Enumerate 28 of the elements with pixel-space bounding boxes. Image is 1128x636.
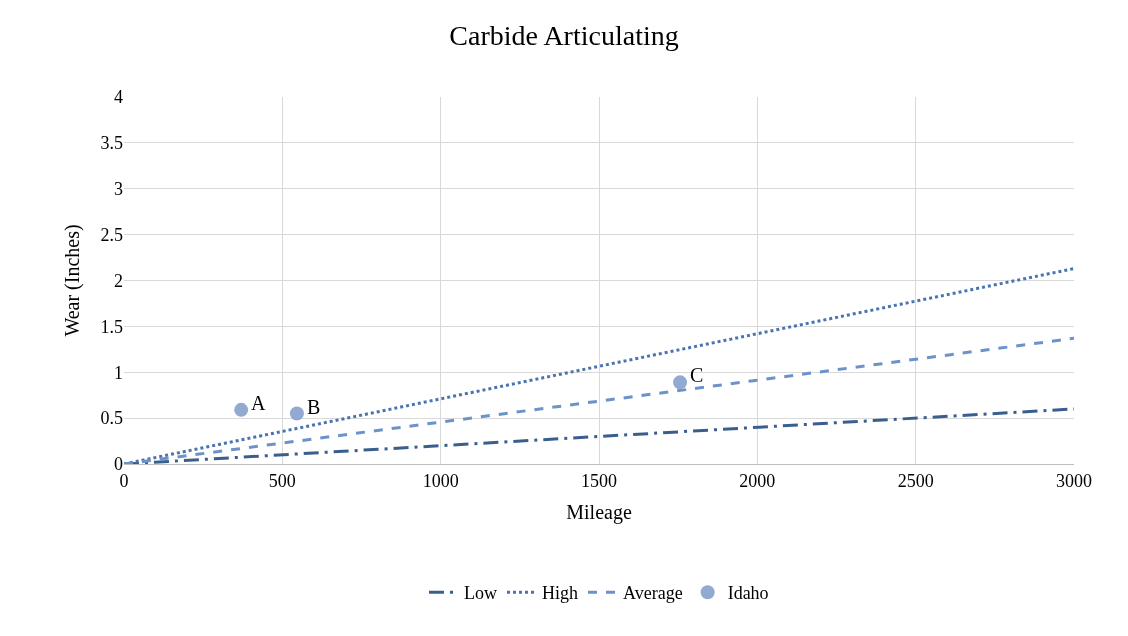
y-tick-label: 4 — [114, 87, 123, 108]
y-tick-label: 3.5 — [100, 133, 123, 154]
y-tick-label: 1 — [114, 362, 123, 383]
point — [673, 375, 688, 390]
y-tick-label: 2 — [114, 270, 123, 291]
x-tick-label: 1500 — [581, 470, 617, 491]
legend-label: Low — [464, 583, 497, 604]
x-tick-label: 1000 — [422, 470, 459, 491]
y-tick-label: 2.5 — [100, 224, 123, 245]
x-tick-label: 2500 — [897, 470, 934, 491]
legend-label: Average — [623, 583, 683, 604]
annotation: B — [307, 396, 321, 418]
x-tick-label: 3000 — [1056, 470, 1092, 491]
x-tick-label: 2000 — [739, 470, 776, 491]
y-tick-label: 1.5 — [100, 316, 123, 337]
point — [234, 402, 249, 417]
y-tick-label: 3 — [114, 179, 123, 200]
annotation: C — [690, 364, 704, 386]
x-tick-label: 500 — [268, 470, 296, 491]
legend-label: Idaho — [727, 583, 769, 604]
annotation: A — [251, 392, 266, 414]
x-axis-title: Mileage — [566, 501, 632, 525]
y-tick-label: 0 — [114, 454, 123, 475]
point — [289, 406, 304, 421]
chart-title: Carbide Articulating — [449, 20, 679, 52]
y-tick-label: 0.5 — [100, 408, 123, 429]
y-axis-title: Wear (Inches) — [61, 224, 84, 337]
legend-label: High — [542, 583, 578, 604]
